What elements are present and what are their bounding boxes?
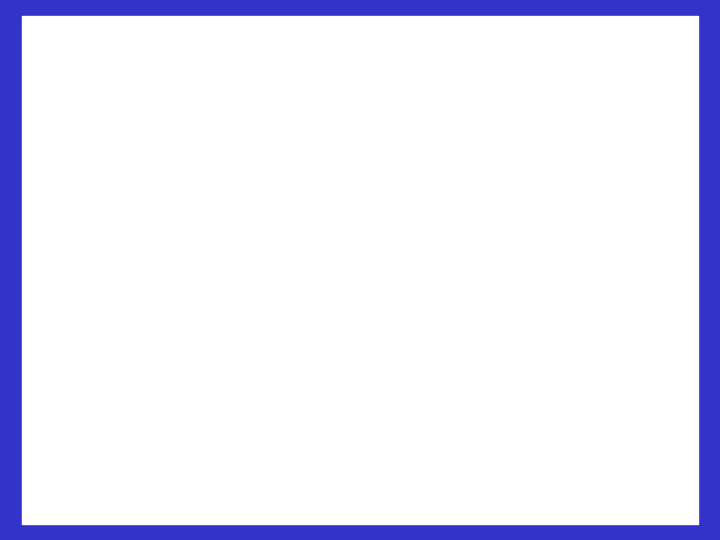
Text: 2: 2 <box>225 340 238 359</box>
Text: ∠X &  ∠Y are supplementary: ∠X & ∠Y are supplementary <box>413 367 676 386</box>
Text: X: X <box>451 344 464 363</box>
Text: pg. 96: pg. 96 <box>40 35 80 45</box>
Text: 45°: 45° <box>594 222 626 240</box>
Text: measures 180°: measures 180° <box>138 194 582 246</box>
Text: Y: Y <box>604 242 616 261</box>
Text: Chris Diovarello, LBUSD Math Curriculum Office, 2004: Chris Diovarello, LBUSD Math Curriculum … <box>238 507 482 515</box>
Text: 1: 1 <box>186 340 199 359</box>
Text: 135°: 135° <box>481 293 524 311</box>
Text: two angles whose sum: two angles whose sum <box>22 127 698 179</box>
Text: ∠1 &  ∠2 are supplementary: ∠1 & ∠2 are supplementary <box>70 367 333 386</box>
Text: supplementary angles:: supplementary angles: <box>36 43 684 91</box>
